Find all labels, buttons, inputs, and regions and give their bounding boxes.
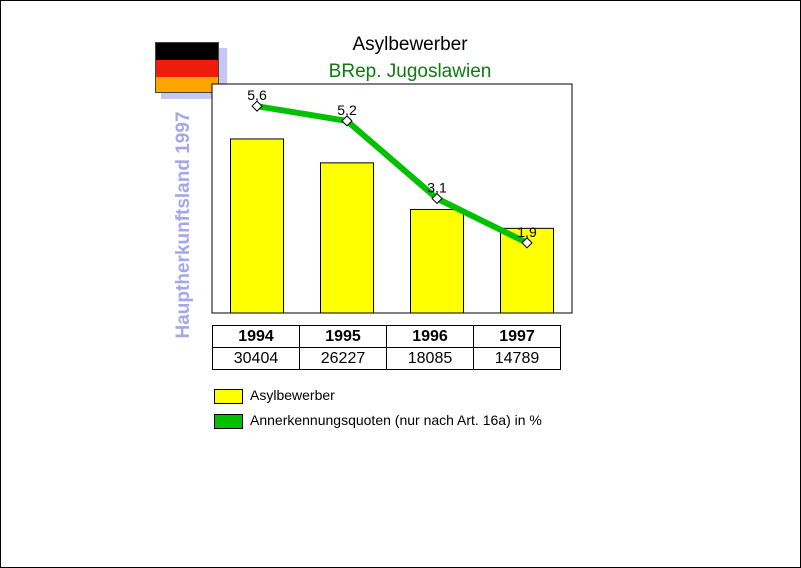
quote-marker-1996 [431,192,443,205]
quote-label-1994: 5,6 [247,87,267,103]
quote-label-1995: 5,2 [337,102,357,118]
chart-title: Asylbewerber [352,34,468,55]
flag-stripe-black [156,43,218,60]
table-cell-value: 18085 [386,347,474,370]
table-cell-year: 1997 [473,325,561,348]
flag-stripe-red [156,60,218,77]
table-cell-year: 1996 [386,325,474,348]
table-cell-value: 30404 [212,347,300,370]
legend-swatch-line [214,414,243,429]
line-series: 5,6 5,2 3,1 1,9 [247,87,537,249]
chart-subtitle: BRep. Jugoslawien [328,61,492,82]
flag-stripe-gold [156,77,218,92]
quote-label-1997: 1,9 [517,224,537,240]
bar-series [230,138,554,314]
table-row-years: 1994 1995 1996 1997 [212,325,561,348]
data-table: 1994 1995 1996 1997 30404 26227 18085 14… [212,325,561,370]
quote-label-1996: 3,1 [427,180,447,196]
legend-swatch-bar [214,389,243,404]
bar-1996 [410,208,464,314]
legend-label: Asylbewerber [250,387,335,403]
quote-marker-1997 [521,237,533,249]
quote-marker-1994 [251,100,263,112]
quote-marker-1995 [341,115,353,127]
table-cell-value: 14789 [473,347,561,370]
table-cell-year: 1994 [212,325,300,348]
bar-1994 [230,138,284,314]
bar-1995 [320,162,374,314]
flag [155,42,219,93]
table-row-values: 30404 26227 18085 14789 [212,347,561,370]
table-cell-value: 26227 [299,347,387,370]
table-cell-year: 1995 [299,325,387,348]
quote-line [256,103,529,246]
legend-label: Annerkennungsquoten (nur nach Art. 16a) … [250,412,542,428]
